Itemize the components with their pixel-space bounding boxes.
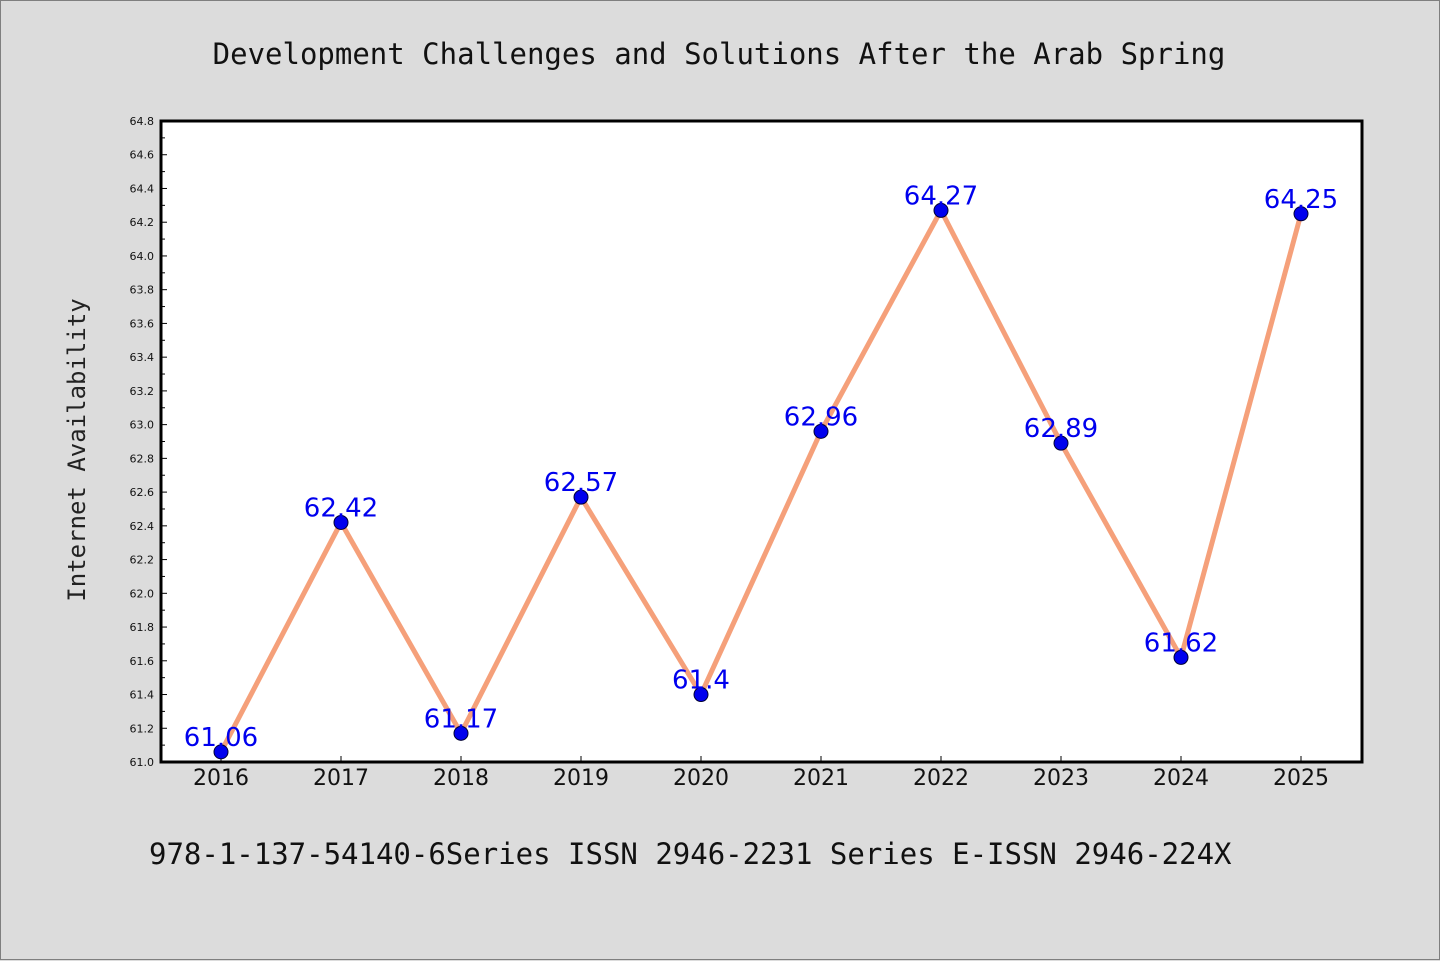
y-tick-label: 62.6 xyxy=(130,486,155,499)
y-tick-label: 62.8 xyxy=(130,452,155,465)
data-point-marker xyxy=(453,725,469,741)
x-tick-label: 2017 xyxy=(313,766,369,791)
data-point-marker xyxy=(573,489,589,505)
data-label: 62.89 xyxy=(1024,414,1098,444)
data-label: 61.62 xyxy=(1144,628,1218,658)
x-tick-label: 2018 xyxy=(433,766,489,791)
y-tick-label: 62.0 xyxy=(130,587,155,600)
x-tick-label: 2024 xyxy=(1153,766,1209,791)
y-tick-label: 62.2 xyxy=(130,554,155,567)
data-label: 62.57 xyxy=(544,468,618,498)
data-label: 61.17 xyxy=(424,704,498,734)
y-tick-label: 64.6 xyxy=(130,149,155,162)
y-axis: 61.0 61.2 61.4 61.6 61.8 62.0 62.2 62.4 62.6 62.8… xyxy=(130,115,167,769)
data-point-marker xyxy=(693,687,709,703)
data-label: 62.42 xyxy=(304,493,378,523)
data-label: 64.27 xyxy=(904,181,978,211)
data-label: 61.4 xyxy=(672,666,730,696)
y-tick-label: 63.4 xyxy=(130,351,155,364)
y-tick-label: 63.6 xyxy=(130,317,155,330)
x-tick-label: 2022 xyxy=(913,766,969,791)
y-tick-label: 61.2 xyxy=(130,722,155,735)
x-tick-label: 2020 xyxy=(673,766,729,791)
data-label: 62.96 xyxy=(784,402,858,432)
x-tick-label: 2025 xyxy=(1273,766,1329,791)
y-tick-label: 63.0 xyxy=(130,419,155,432)
chart-title: Development Challenges and Solutions Aft… xyxy=(213,37,1226,71)
y-tick-label: 63.2 xyxy=(130,385,155,398)
y-axis-label: Internet Availability xyxy=(63,298,91,601)
x-tick-label: 2019 xyxy=(553,766,609,791)
y-tick-label: 62.4 xyxy=(130,520,155,533)
footer-isbn-issn: 978-1-137-54140-6Series ISSN 2946-2231 S… xyxy=(149,837,1232,871)
y-tick-label: 64.4 xyxy=(130,182,155,195)
y-tick-label: 61.6 xyxy=(130,655,155,668)
x-tick-label: 2021 xyxy=(793,766,849,791)
data-label: 61.06 xyxy=(184,723,258,753)
y-tick-label: 64.2 xyxy=(130,216,155,229)
y-tick-label: 61.4 xyxy=(130,689,155,702)
data-label: 64.25 xyxy=(1264,185,1338,215)
data-point-marker xyxy=(813,423,829,439)
data-point-marker xyxy=(1293,206,1309,222)
data-point-marker xyxy=(1173,649,1189,665)
data-point-marker xyxy=(333,514,349,530)
y-tick-label: 64.8 xyxy=(130,115,155,128)
x-tick-label: 2023 xyxy=(1033,766,1089,791)
data-point-marker xyxy=(1053,435,1069,451)
series-layer: 61.06 62.42 61.17 62.57 61.4 62.96 64.27 62.89 6… xyxy=(184,181,1338,760)
series-line xyxy=(218,205,1304,754)
y-tick-label: 63.8 xyxy=(130,284,155,297)
y-tick-label: 61.8 xyxy=(130,621,155,634)
y-tick-label: 64.0 xyxy=(130,250,155,263)
data-point-marker xyxy=(933,202,949,218)
x-axis: 2016 2017 2018 2019 2020 2021 2022 2023 2024 2025 xyxy=(193,756,1329,791)
plot-area xyxy=(159,119,1364,764)
data-point-marker xyxy=(213,744,229,760)
x-tick-label: 2016 xyxy=(193,766,249,791)
y-tick-label: 61.0 xyxy=(130,756,155,769)
